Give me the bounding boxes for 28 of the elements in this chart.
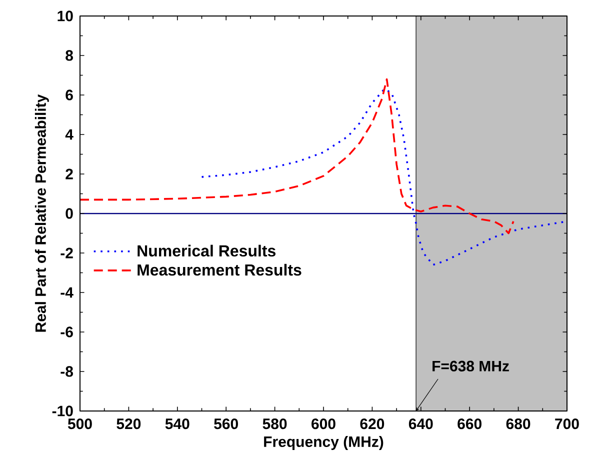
x-tick-label: 620 <box>360 418 384 430</box>
legend-label: Measurement Results <box>138 264 302 276</box>
x-axis-title: Frequency (MHz) <box>264 436 384 450</box>
y-tick-label: -2 <box>60 248 73 258</box>
y-tick-label: 4 <box>65 129 74 140</box>
legend-label: Numerical Results <box>138 244 276 257</box>
x-tick-label: 680 <box>506 418 530 430</box>
y-tick-label: -6 <box>60 326 73 338</box>
y-tick-label: -4 <box>60 287 74 298</box>
y-tick-label: 10 <box>58 10 73 22</box>
y-tick-label: 0 <box>66 208 73 219</box>
annotation: F=638 MHz <box>432 360 509 372</box>
x-tick-label: 700 <box>555 418 579 430</box>
x-tick-label: 580 <box>262 418 287 430</box>
y-tick-label: 8 <box>66 50 74 61</box>
x-tick-label: 600 <box>312 418 336 430</box>
line-series <box>80 78 514 234</box>
x-tick-label: 520 <box>116 418 141 430</box>
y-axis-title: Real Part of Relative Permeability <box>34 94 49 332</box>
x-tick-label: 640 <box>408 418 433 430</box>
y-tick-label: -8 <box>60 366 74 377</box>
y-tick-label: -10 <box>52 406 73 416</box>
x-tick-label: 660 <box>458 418 482 430</box>
x-tick-label: 500 <box>68 418 92 430</box>
y-tick-label: 2 <box>66 168 73 180</box>
x-tick-label: 560 <box>214 418 238 430</box>
y-tick-label: 6 <box>66 90 73 100</box>
x-tick-label: 540 <box>165 418 190 430</box>
